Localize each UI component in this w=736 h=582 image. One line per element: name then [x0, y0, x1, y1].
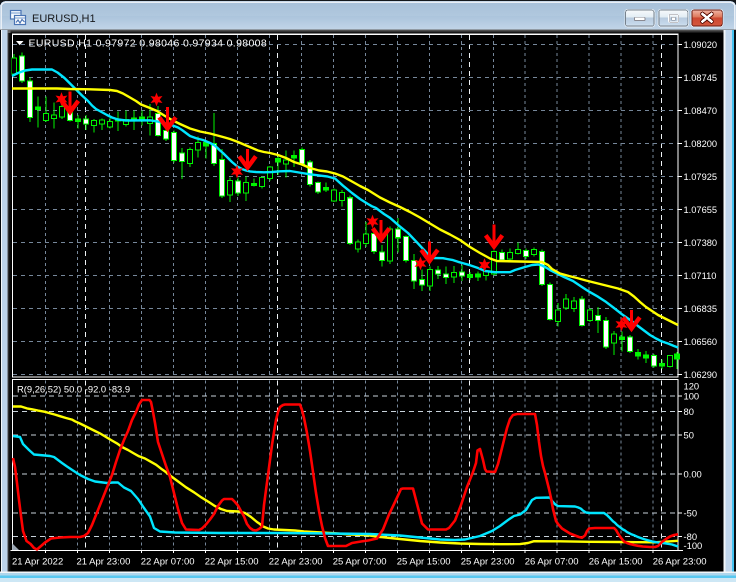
svg-text:1.07655: 1.07655: [684, 205, 718, 215]
svg-text:EURUSD,H1: EURUSD,H1: [32, 13, 96, 25]
svg-text:1.07110: 1.07110: [684, 271, 717, 281]
svg-text:1.08745: 1.08745: [684, 73, 718, 83]
svg-text:80: 80: [684, 406, 694, 417]
svg-text:120: 120: [684, 381, 700, 392]
svg-text:22 Apr 15:00: 22 Apr 15:00: [205, 556, 259, 567]
svg-text:EURUSD,H1 0.97972 0.98046 0.97: EURUSD,H1 0.97972 0.98046 0.97934 0.9800…: [29, 38, 268, 50]
svg-text:0.00: 0.00: [684, 469, 702, 480]
svg-text:21 Apr 23:00: 21 Apr 23:00: [77, 556, 131, 567]
svg-text:26 Apr 23:00: 26 Apr 23:00: [653, 556, 707, 567]
svg-text:22 Apr 07:00: 22 Apr 07:00: [141, 556, 195, 567]
svg-text:25 Apr 23:00: 25 Apr 23:00: [461, 556, 515, 567]
svg-text:25 Apr 07:00: 25 Apr 07:00: [333, 556, 387, 567]
svg-text:100: 100: [684, 390, 700, 401]
svg-text:1.06835: 1.06835: [684, 304, 718, 314]
svg-text:1.07925: 1.07925: [684, 172, 718, 182]
svg-text:1.06290: 1.06290: [684, 370, 718, 380]
svg-text:1.08200: 1.08200: [684, 139, 718, 149]
svg-text:1.07380: 1.07380: [684, 238, 718, 248]
svg-text:25 Apr 15:00: 25 Apr 15:00: [397, 556, 451, 567]
svg-text:-80: -80: [684, 531, 698, 542]
svg-text:26 Apr 15:00: 26 Apr 15:00: [589, 556, 643, 567]
svg-text:-50: -50: [684, 508, 698, 519]
svg-text:1.08470: 1.08470: [684, 106, 718, 116]
svg-text:1.09020: 1.09020: [684, 40, 718, 50]
svg-text:22 Apr 23:00: 22 Apr 23:00: [269, 556, 323, 567]
svg-text:50: 50: [684, 430, 694, 441]
svg-text:26 Apr 07:00: 26 Apr 07:00: [525, 556, 579, 567]
svg-text:21 Apr 2022: 21 Apr 2022: [12, 556, 63, 567]
svg-text:-100: -100: [684, 540, 703, 551]
svg-text:R(9,26,52) 50.0 -92.0 -83.9: R(9,26,52) 50.0 -92.0 -83.9: [17, 384, 130, 395]
svg-text:1.06560: 1.06560: [684, 337, 718, 347]
